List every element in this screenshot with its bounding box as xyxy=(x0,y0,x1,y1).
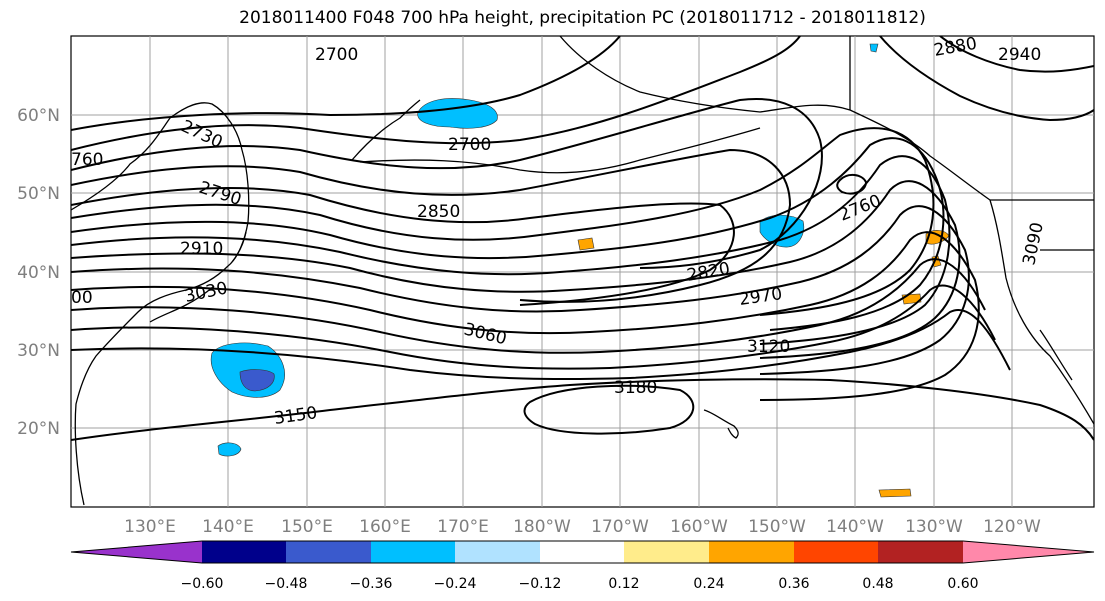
colorbar-tick-labels: −0.60 −0.48 −0.36 −0.24 −0.12 0.12 0.24 … xyxy=(181,576,979,592)
colorbar-tick-label: −0.24 xyxy=(434,576,477,592)
lat-label: 30°N xyxy=(17,341,60,361)
contour-label: 00 xyxy=(71,288,93,308)
precip-shading xyxy=(210,43,950,498)
baja xyxy=(1039,329,1073,381)
colorbar-segment xyxy=(455,541,540,563)
colorbar-segment xyxy=(540,541,624,563)
colorbar-tick-label: 0.60 xyxy=(947,576,978,592)
precip-negative-tiny xyxy=(869,43,879,53)
colorbar-segment xyxy=(71,541,202,563)
hawaii xyxy=(703,409,739,439)
colorbar xyxy=(70,540,1095,564)
colorbar-tick-label: −0.48 xyxy=(265,576,308,592)
colorbar-segment xyxy=(878,541,963,563)
precip-strong-negative xyxy=(239,369,275,392)
lon-label: 180°W xyxy=(513,517,571,537)
lon-label: 150°E xyxy=(281,517,333,537)
lon-label: 170°E xyxy=(437,517,489,537)
latitude-labels: 60°N 50°N 40°N 30°N 20°N xyxy=(17,106,60,439)
colorbar-tick-label: −0.60 xyxy=(181,576,224,592)
lat-label: 50°N xyxy=(17,184,60,204)
lat-label: 20°N xyxy=(17,419,60,439)
lat-label: 40°N xyxy=(17,263,60,283)
colorbar-segment xyxy=(624,541,709,563)
contour-label: 3180 xyxy=(614,378,657,398)
lon-label: 160°W xyxy=(670,517,728,537)
japan-islands xyxy=(149,231,247,323)
aleutians xyxy=(359,127,761,174)
colorbar-tick-label: 0.48 xyxy=(862,576,893,592)
colorbar-segment xyxy=(286,541,371,563)
colorbar-segment xyxy=(709,541,794,563)
north-america-coast xyxy=(989,199,1094,425)
colorbar-segment xyxy=(794,541,878,563)
colorbar-tick-label: 0.12 xyxy=(608,576,639,592)
kamchatka xyxy=(351,99,421,161)
colorbar-tick-label: −0.36 xyxy=(350,576,393,592)
precip-negative-okhotsk xyxy=(417,98,498,129)
contour-label: 2850 xyxy=(417,202,460,222)
precip-positive-5 xyxy=(878,488,912,498)
contour-label: 760 xyxy=(71,150,103,170)
lon-label: 160°E xyxy=(359,517,411,537)
lon-label: 130°W xyxy=(905,517,963,537)
canada-border xyxy=(849,36,1094,251)
lon-label: 130°E xyxy=(124,517,176,537)
precip-positive-1 xyxy=(577,237,595,251)
lon-label: 140°E xyxy=(202,517,254,537)
colorbar-segment xyxy=(202,541,286,563)
contour-3180-closed xyxy=(523,384,695,435)
lon-label: 150°W xyxy=(748,517,806,537)
colorbar-segment xyxy=(963,541,1094,563)
lon-label: 120°W xyxy=(983,517,1041,537)
colorbar-tick-label: 0.36 xyxy=(778,576,809,592)
map-title: 2018011400 F048 700 hPa height, precipit… xyxy=(239,8,926,28)
coastlines xyxy=(71,36,1094,506)
contour-label: 2940 xyxy=(998,45,1041,65)
colorbar-segment xyxy=(371,541,455,563)
precip-negative-small xyxy=(217,442,242,457)
contour-label: 2700 xyxy=(315,45,358,65)
lon-label: 170°W xyxy=(591,517,649,537)
lon-label: 140°W xyxy=(826,517,884,537)
colorbar-tick-label: −0.12 xyxy=(519,576,562,592)
lat-label: 60°N xyxy=(17,106,60,126)
contour-label: 2700 xyxy=(448,135,491,155)
contour-label: 2910 xyxy=(180,239,223,259)
contour-label: 3120 xyxy=(747,337,790,357)
longitude-labels: 130°E 140°E 150°E 160°E 170°E 180°W 170°… xyxy=(124,517,1041,537)
height-contours xyxy=(71,36,1094,441)
contour-low-closed xyxy=(836,174,868,195)
colorbar-tick-label: 0.24 xyxy=(693,576,724,592)
colorbar-outline xyxy=(70,540,1095,564)
